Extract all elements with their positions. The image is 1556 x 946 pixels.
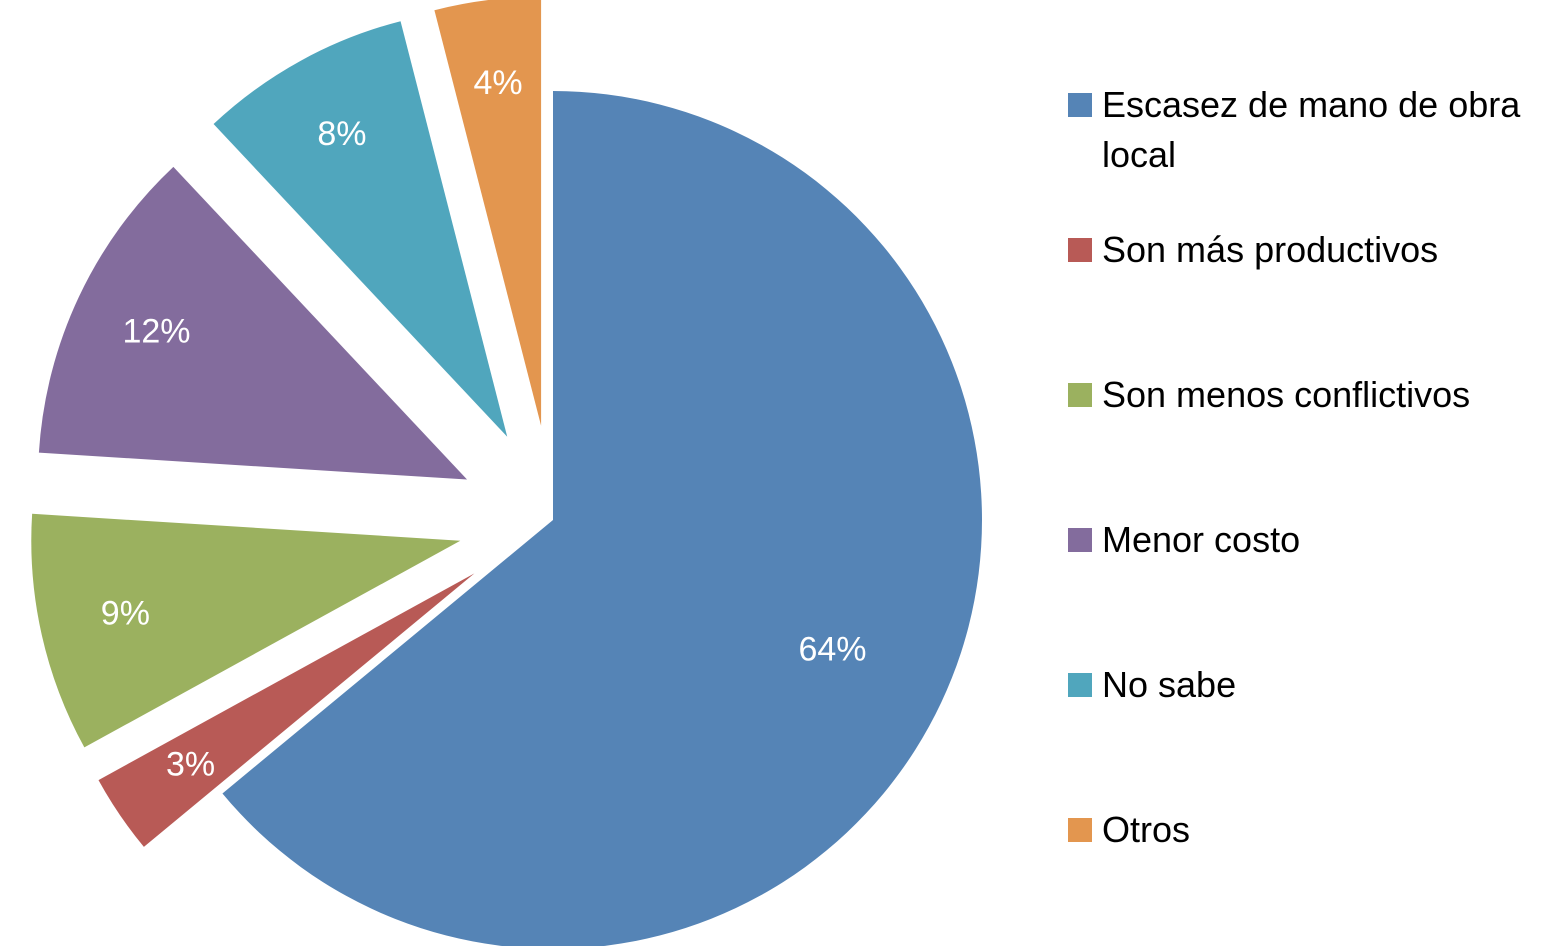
legend-label: Escasez de mano de obra local xyxy=(1102,84,1521,175)
legend-label: Son menos conflictivos xyxy=(1102,374,1471,415)
data-label: 12% xyxy=(122,312,190,350)
pie-slice xyxy=(222,91,982,946)
legend-label: No sabe xyxy=(1102,664,1237,705)
legend-swatch xyxy=(1068,383,1092,407)
legend-item: Escasez de mano de obra local xyxy=(1068,80,1538,180)
pie-slice xyxy=(98,573,475,847)
legend-item: Otros xyxy=(1068,805,1538,855)
data-label: 3% xyxy=(166,745,215,783)
legend-label: Son más productivos xyxy=(1102,229,1439,270)
legend-label: Otros xyxy=(1102,809,1191,850)
data-label: 9% xyxy=(101,595,150,633)
chart: 64% 3% 9% 12% 8% 4% xyxy=(31,0,982,946)
pie-slice xyxy=(31,513,461,748)
legend-swatch xyxy=(1068,238,1092,262)
legend-item: Menor costo xyxy=(1068,515,1538,565)
pie-slice xyxy=(434,0,542,426)
legend-swatch xyxy=(1068,93,1092,117)
legend-label: Menor costo xyxy=(1102,519,1301,560)
legend-item: Son menos conflictivos xyxy=(1068,370,1538,420)
pie-slice xyxy=(213,21,508,437)
legend-swatch xyxy=(1068,673,1092,697)
legend-item: No sabe xyxy=(1068,660,1538,710)
pie-slice xyxy=(38,166,468,480)
legend-swatch xyxy=(1068,528,1092,552)
data-label: 64% xyxy=(798,630,866,668)
legend-item: Son más productivos xyxy=(1068,225,1538,275)
legend-swatch xyxy=(1068,818,1092,842)
data-label: 4% xyxy=(474,64,523,102)
data-label: 8% xyxy=(317,115,366,153)
